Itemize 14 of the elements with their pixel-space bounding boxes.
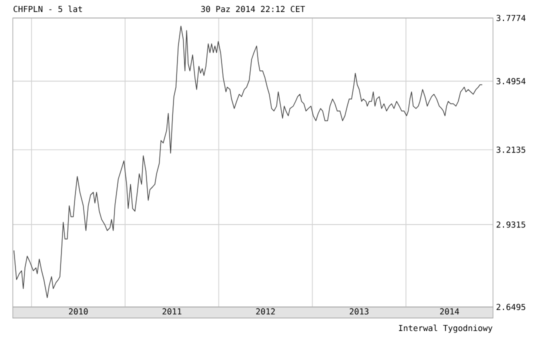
y-tick-label: 3.2135: [496, 146, 526, 153]
y-tick-label: 3.7774: [496, 14, 526, 22]
chart-subtitle: 30 Paz 2014 22:12 CET: [201, 6, 305, 12]
x-tick-label: 2012: [256, 308, 275, 315]
x-tick-label: 2010: [68, 308, 88, 315]
y-tick-label: 2.6495: [496, 304, 526, 310]
y-tick-label: 3.4954: [496, 78, 526, 84]
chart-title: CHFPLN - 5 lat: [14, 6, 82, 12]
x-tick-label: 2013: [350, 308, 368, 315]
y-tick-label: 2.9315: [496, 221, 526, 228]
x-tick-label: 2011: [162, 308, 182, 315]
text: Interwal Tygodniowy: [398, 324, 492, 333]
x-tick-label: 2014: [440, 308, 460, 315]
line-series: [14, 26, 483, 298]
